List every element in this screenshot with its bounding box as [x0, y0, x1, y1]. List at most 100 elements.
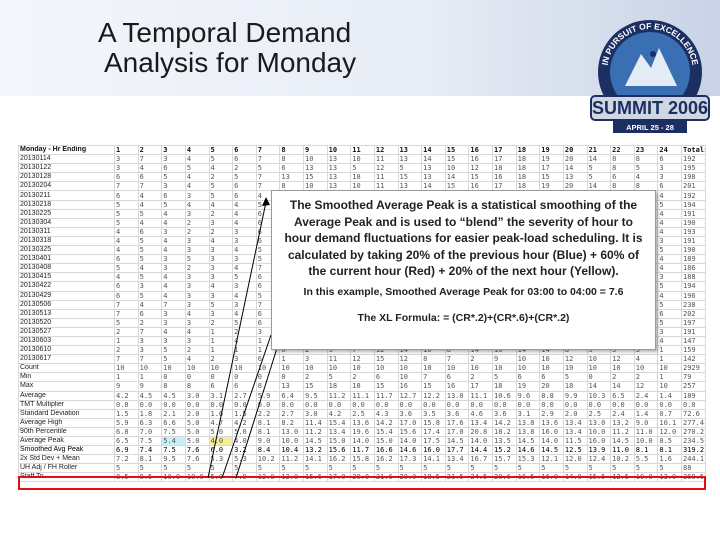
cell: 5.0 [184, 435, 210, 447]
cell: 0.0 [539, 399, 564, 410]
cell: 6 [279, 163, 304, 174]
cell: 13 [279, 172, 304, 183]
cell: 11.2 [279, 454, 304, 465]
cell: 4 [657, 226, 682, 237]
cell: 11.2 [326, 390, 352, 401]
cell: 192 [681, 190, 706, 201]
cell: 8 [161, 381, 186, 392]
cell: 10 [232, 363, 257, 374]
cell: 0.0 [326, 399, 352, 410]
cell: 10.3 [586, 390, 612, 401]
cell: 7 [255, 144, 281, 156]
cell: 7.6 [184, 454, 210, 465]
cell: 5 [279, 463, 304, 474]
cell: 191 [681, 235, 706, 247]
cell: 5 [114, 463, 139, 474]
cell: 15.8 [350, 454, 375, 465]
cell: 0.7 [657, 408, 682, 419]
cell: 1 [279, 354, 304, 365]
cell: 4 [232, 290, 257, 301]
cell: 17.7 [444, 445, 470, 456]
cell: 5 [350, 163, 375, 174]
cell: 15 [421, 381, 446, 392]
cell: 6 [114, 254, 139, 265]
cell: 5 [468, 463, 493, 474]
cell: 7 [137, 154, 163, 165]
cell: 2 [208, 354, 234, 365]
cell: 2.7 [279, 408, 304, 419]
cell: 10 [562, 363, 588, 374]
row-label: 20130401 [18, 254, 115, 265]
cell: 0.0 [137, 399, 163, 410]
cell: 13.5 [492, 435, 517, 447]
cell: 8 [184, 381, 210, 392]
cell: 5 [326, 463, 352, 474]
cell: 6 [137, 226, 163, 237]
cell: 2 [468, 354, 493, 365]
climber-icon [650, 51, 656, 57]
cell: 191 [681, 326, 706, 337]
cell: 10 [468, 363, 493, 374]
cell: 6 [657, 154, 682, 165]
cell: 4 [657, 208, 682, 219]
cell: 2 [232, 326, 257, 337]
cell: 6 [657, 308, 682, 319]
cell: 2.1 [161, 408, 186, 419]
cell: 7 [114, 181, 139, 192]
cell: 10 [279, 363, 304, 374]
slide-title: A Temporal Demand Analysis for Monday [98, 18, 356, 78]
cell: 15 [397, 172, 423, 183]
cell: 11 [373, 154, 399, 165]
mountain-icon [625, 48, 677, 86]
cell: 13.0 [279, 426, 304, 438]
cell: 4 [232, 335, 257, 347]
cell: 5 [657, 245, 682, 256]
row-label: 20130211 [18, 190, 115, 201]
row-label: 20130513 [18, 308, 115, 319]
cell: 5 [114, 199, 139, 210]
title-line-1: A Temporal Demand [98, 17, 352, 48]
cell: 3.6 [492, 408, 517, 419]
cell: 16.0 [421, 445, 446, 456]
summit-2006-logo: IN PURSUIT OF EXCELLENCE SUMMIT 2006 APR… [590, 20, 710, 133]
cell: 6 [539, 372, 564, 383]
cell: 16.0 [586, 435, 612, 447]
cell: 10 [303, 363, 328, 374]
cell: 8.5 [657, 435, 682, 447]
cell: 1 [114, 372, 139, 383]
cell: 12.4 [586, 454, 612, 465]
cell: 3.2 [232, 445, 257, 456]
cell: 4 [657, 217, 682, 228]
cell: 6.8 [114, 426, 139, 438]
cell: 4 [184, 172, 210, 183]
cell: 0.0 [492, 399, 517, 410]
cell: 10 [586, 363, 612, 374]
cell: 9.6 [515, 390, 541, 401]
cell: 7.5 [161, 426, 186, 438]
callout-formula: The XL Formula: = (CR*.2)+(CR*.6)+(CR*.2… [357, 311, 570, 324]
cell: 5 [657, 281, 682, 292]
cell: 5 [137, 463, 163, 474]
callout-example: In this example, Smoothed Average Peak f… [303, 285, 624, 298]
cell: 8 [610, 163, 635, 174]
cell: 4 [208, 281, 234, 292]
cell: 8 [255, 381, 281, 392]
cell: 1 [208, 345, 234, 356]
cell: 2 [232, 163, 257, 174]
cell: 2 [184, 226, 210, 237]
cell: 4 [137, 299, 163, 310]
cell: 1.8 [137, 408, 163, 419]
row-label: Smoothed Avg Peak [18, 445, 115, 456]
cell: 1 [208, 335, 234, 347]
cell: 5 [657, 317, 682, 328]
cell: 3 [161, 317, 186, 328]
cell: 5 [397, 163, 423, 174]
cell: 2 [137, 317, 163, 328]
cell: 4 [232, 208, 257, 219]
cell: 194 [681, 199, 706, 210]
cell: 5.4 [161, 435, 186, 447]
cell: 6 [255, 354, 281, 365]
row-label: 20130325 [18, 245, 115, 256]
cell: 3 [184, 235, 210, 247]
cell: 3 [161, 263, 186, 274]
